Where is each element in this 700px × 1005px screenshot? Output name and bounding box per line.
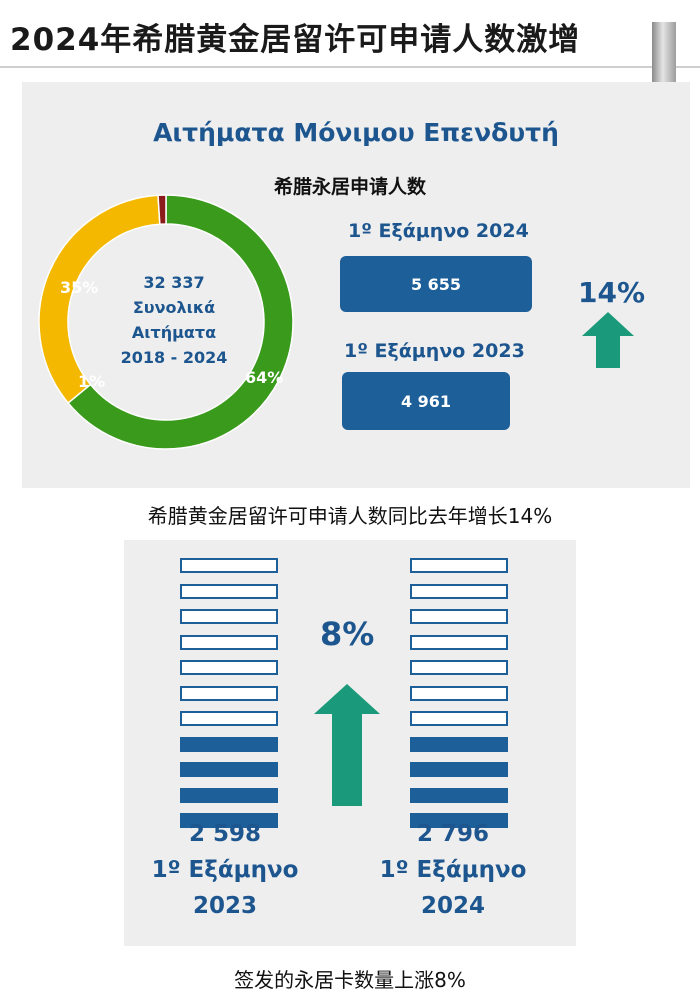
total-label-1: Συνολικά bbox=[132, 298, 216, 317]
stripe-empty bbox=[410, 634, 508, 650]
stripe-filled bbox=[410, 762, 508, 777]
label-2024: 2 796 1º Εξάμηνο 2024 bbox=[378, 816, 528, 924]
donut-hole bbox=[69, 225, 263, 419]
stripe-filled bbox=[180, 787, 278, 803]
stripe-filled bbox=[180, 736, 278, 752]
up-arrow-icon bbox=[314, 684, 380, 806]
stripe-empty bbox=[410, 660, 508, 675]
stripe-filled bbox=[410, 787, 508, 803]
panel-title: Αιτήματα Μόνιμου Επενδυτή bbox=[153, 118, 559, 147]
header: 2024年希腊黄金居留许可申请人数激增 bbox=[0, 0, 700, 72]
stripe-empty bbox=[180, 634, 278, 650]
label-2023: 2 598 1º Εξάμηνο 2023 bbox=[150, 816, 300, 924]
stripe-empty bbox=[410, 583, 508, 599]
header-divider bbox=[0, 66, 700, 68]
stripe-filled bbox=[180, 762, 278, 777]
period-2024: 1º Εξάμηνο bbox=[379, 857, 527, 883]
year-2023: 2023 bbox=[192, 893, 257, 919]
stripe-empty bbox=[180, 583, 278, 599]
stripe-filled bbox=[180, 813, 278, 828]
stripe-empty bbox=[410, 558, 508, 573]
donut-chart bbox=[38, 194, 294, 450]
period-label-2023: 1º Εξάμηνο 2023 bbox=[344, 340, 525, 362]
caption-2: 签发的永居卡数量上涨8% bbox=[234, 968, 466, 992]
period-label-2024: 1º Εξάμηνο 2024 bbox=[348, 220, 529, 242]
stripe-filled bbox=[410, 813, 508, 828]
value-box-2023: 4 961 bbox=[342, 372, 510, 430]
stripe-empty bbox=[180, 685, 278, 701]
total-value: 32 337 bbox=[143, 273, 205, 292]
total-label-2: Αιτήματα bbox=[131, 323, 217, 342]
slice-label-64: 64% bbox=[245, 368, 284, 387]
growth-8-label: 8% bbox=[320, 615, 375, 653]
stripe-empty bbox=[410, 685, 508, 701]
slice-label-35: 35% bbox=[60, 278, 99, 297]
total-period: 2018 - 2024 bbox=[120, 348, 228, 367]
value-box-2024: 5 655 bbox=[340, 256, 532, 312]
donut-slice-64 bbox=[67, 194, 294, 450]
donut-center-label: 32 337 Συνολικά Αιτήματα 2018 - 2024 bbox=[98, 270, 250, 370]
page-title: 2024年希腊黄金居留许可申请人数激增 bbox=[10, 22, 581, 58]
stripe-empty bbox=[180, 711, 278, 726]
stripe-empty bbox=[410, 711, 508, 726]
period-2023: 1º Εξάμηνο bbox=[151, 857, 299, 883]
stripe-empty bbox=[410, 609, 508, 624]
stripe-filled bbox=[410, 736, 508, 752]
panel-subtitle: 希腊永居申请人数 bbox=[273, 176, 426, 198]
slice-label-1: 1% bbox=[78, 372, 106, 391]
stripe-empty bbox=[180, 660, 278, 675]
stripe-empty bbox=[180, 609, 278, 624]
stripe-empty bbox=[180, 558, 278, 573]
donut-slice-1 bbox=[157, 194, 167, 225]
growth-14-label: 14% bbox=[578, 276, 646, 309]
up-arrow-icon bbox=[582, 312, 634, 368]
value-2023: 2 598 bbox=[188, 821, 262, 847]
caption-1: 希腊黄金居留许可申请人数同比去年增长14% bbox=[147, 504, 553, 528]
value-2024: 2 796 bbox=[416, 821, 490, 847]
year-2024: 2024 bbox=[420, 893, 485, 919]
